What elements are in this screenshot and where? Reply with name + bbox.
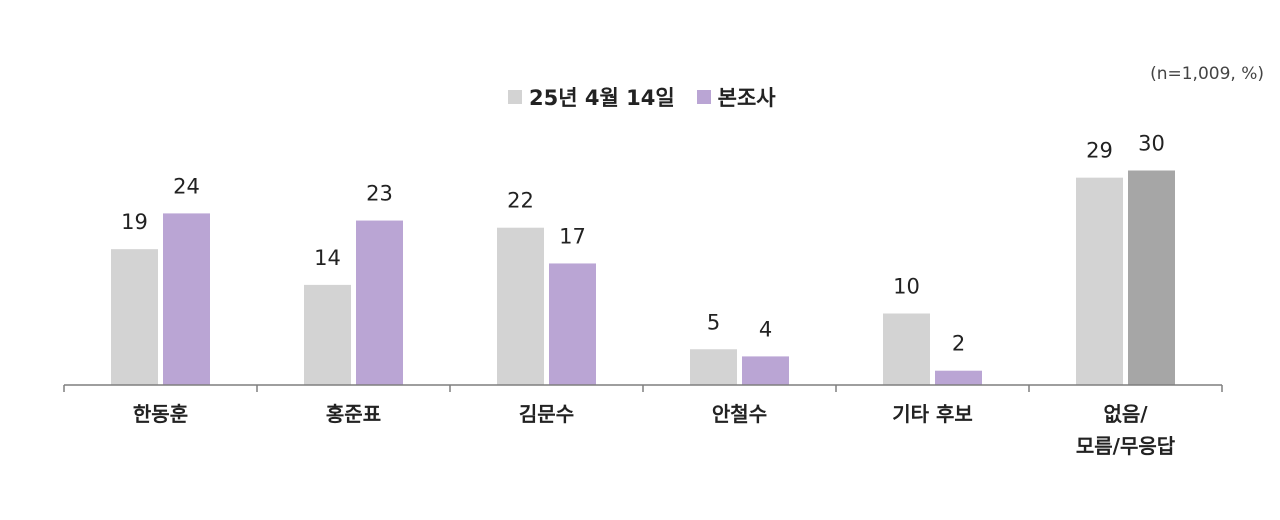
data-label-series-1-2: 17 bbox=[559, 224, 586, 248]
bar-series-0-1 bbox=[304, 284, 351, 385]
legend-item-series-0: 25년 4월 14일 bbox=[508, 82, 675, 112]
legend-swatch-series-1 bbox=[696, 90, 711, 104]
data-label-series-1-4: 2 bbox=[952, 332, 965, 356]
category-label-1: 홍준표 bbox=[326, 402, 381, 426]
data-label-series-0-4: 10 bbox=[893, 275, 920, 299]
bar-series-1-0 bbox=[163, 213, 210, 385]
data-label-series-1-5: 30 bbox=[1138, 132, 1165, 156]
category-label-3: 안철수 bbox=[712, 402, 767, 426]
bar-series-0-3 bbox=[690, 349, 737, 385]
data-label-series-0-2: 22 bbox=[507, 189, 534, 213]
bar-series-0-4 bbox=[883, 313, 930, 385]
data-label-series-1-3: 4 bbox=[759, 317, 772, 341]
chart-legend: 25년 4월 14일 본조사 bbox=[508, 82, 798, 112]
legend-item-series-1: 본조사 bbox=[696, 82, 776, 112]
bar-series-0-0 bbox=[111, 249, 158, 385]
bar-series-1-2 bbox=[549, 263, 596, 385]
bar-series-1-5 bbox=[1128, 170, 1175, 385]
category-label-2: 김문수 bbox=[519, 402, 574, 426]
data-label-series-0-1: 14 bbox=[314, 246, 341, 270]
category-label-0: 한동훈 bbox=[133, 402, 188, 426]
category-label-4: 기타 후보 bbox=[892, 402, 973, 426]
legend-label-series-1: 본조사 bbox=[717, 86, 776, 110]
bar-series-0-2 bbox=[497, 227, 544, 385]
bar-series-1-4 bbox=[935, 370, 982, 385]
data-label-series-1-0: 24 bbox=[173, 174, 200, 198]
legend-label-series-0: 25년 4월 14일 bbox=[529, 86, 675, 110]
data-label-series-0-3: 5 bbox=[707, 310, 720, 334]
data-label-series-1-1: 23 bbox=[366, 182, 393, 206]
data-label-series-0-5: 29 bbox=[1086, 139, 1113, 163]
bar-series-0-5 bbox=[1076, 177, 1123, 385]
bar-series-1-3 bbox=[742, 356, 789, 385]
sample-size-note: (n=1,009, %) bbox=[1150, 64, 1264, 84]
bar-series-1-1 bbox=[356, 220, 403, 385]
legend-swatch-series-0 bbox=[508, 90, 522, 104]
data-label-series-0-0: 19 bbox=[121, 210, 148, 234]
category-label-5: 없음/모름/무응답 bbox=[1076, 402, 1176, 458]
